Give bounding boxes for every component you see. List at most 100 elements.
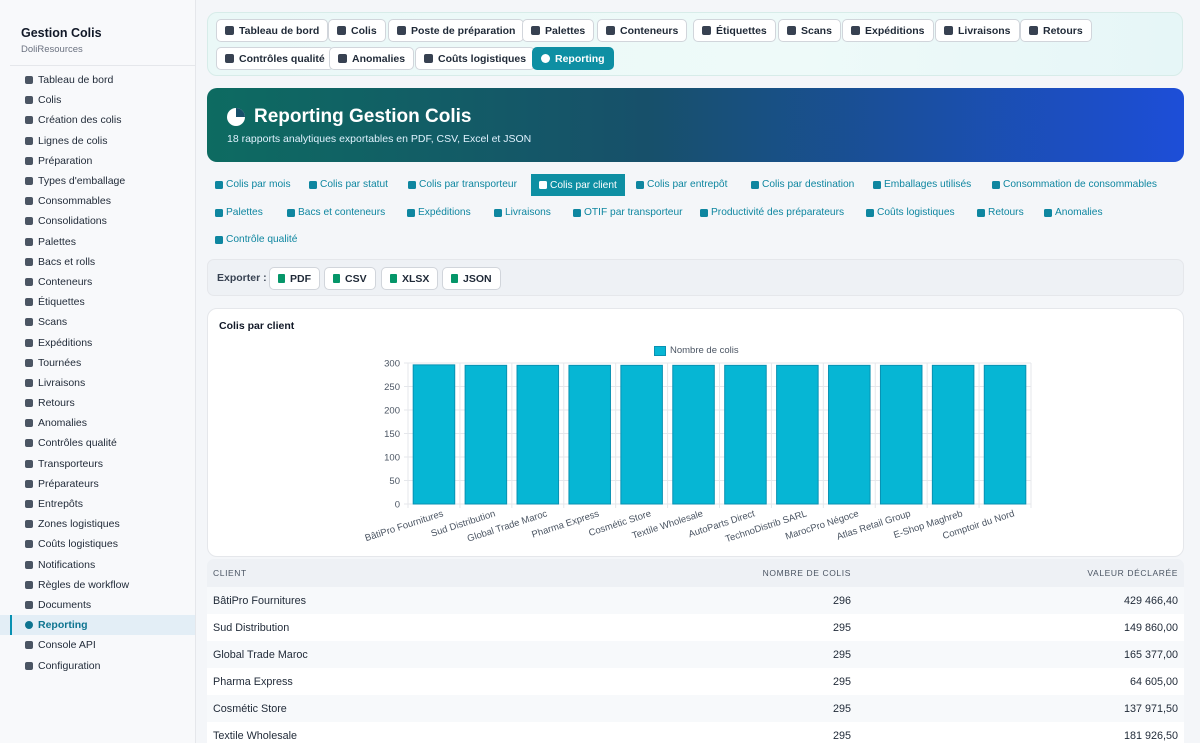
report-link-colis-par-mois[interactable]: Colis par mois xyxy=(215,179,291,190)
tab-expeditions[interactable]: Expéditions xyxy=(842,19,934,42)
sidebar-item-couts-logistiques[interactable]: Coûts logistiques xyxy=(0,534,195,554)
clipboard-check-icon xyxy=(24,439,33,448)
sidebar-item-label: Étiquettes xyxy=(38,296,85,309)
tab-colis[interactable]: Colis xyxy=(328,19,386,42)
report-link-palettes[interactable]: Palettes xyxy=(215,207,263,218)
table-row[interactable]: Global Trade Maroc 295 165 377,00 xyxy=(207,641,1184,668)
sidebar-item-notifications[interactable]: Notifications xyxy=(0,555,195,575)
truck-icon xyxy=(24,338,33,347)
tab-reporting[interactable]: Reporting xyxy=(532,47,614,70)
export-json-button[interactable]: JSON xyxy=(442,267,501,290)
sidebar-item-anomalies[interactable]: Anomalies xyxy=(0,413,195,433)
report-link-livraisons[interactable]: Livraisons xyxy=(494,207,551,218)
sidebar-item-tournees[interactable]: Tournées xyxy=(0,353,195,373)
sidebar-item-configuration[interactable]: Configuration xyxy=(0,655,195,675)
container-icon xyxy=(606,26,615,35)
report-link-emballages-utilises[interactable]: Emballages utilisés xyxy=(873,179,971,190)
sidebar-item-bacs-et-rolls[interactable]: Bacs et rolls xyxy=(0,252,195,272)
sidebar-item-preparateurs[interactable]: Préparateurs xyxy=(0,474,195,494)
sidebar-item-consommables[interactable]: Consommables xyxy=(0,191,195,211)
cubes-icon xyxy=(24,257,33,266)
tab-couts-logistiques[interactable]: Coûts logistiques xyxy=(415,47,536,70)
tab-label: Reporting xyxy=(555,52,605,65)
tab-palettes[interactable]: Palettes xyxy=(522,19,595,42)
tab-scans[interactable]: Scans xyxy=(778,19,841,42)
sidebar-item-label: Coûts logistiques xyxy=(38,538,118,551)
sidebar-item-etiquettes[interactable]: Étiquettes xyxy=(0,292,195,312)
table-row[interactable]: Textile Wholesale 295 181 926,50 xyxy=(207,722,1184,743)
boxes-icon xyxy=(873,180,881,189)
coins-icon xyxy=(424,54,433,63)
sidebar-item-transporteurs[interactable]: Transporteurs xyxy=(0,454,195,474)
sidebar-item-label: Expéditions xyxy=(38,336,93,349)
bar xyxy=(724,364,767,505)
sidebar-item-preparation[interactable]: Préparation xyxy=(0,151,195,171)
table-row[interactable]: BâtiPro Fournitures 296 429 466,40 xyxy=(207,587,1184,614)
bar xyxy=(672,364,715,505)
cell-client: BâtiPro Fournitures xyxy=(213,594,307,607)
sidebar-item-creation-des-colis[interactable]: Création des colis xyxy=(0,110,195,130)
tab-controles-qualite[interactable]: Contrôles qualité xyxy=(216,47,334,70)
sidebar-item-console-api[interactable]: Console API xyxy=(0,635,195,655)
column-header-value[interactable]: VALEUR DÉCLARÉE xyxy=(1087,568,1178,578)
report-link-colis-par-destination[interactable]: Colis par destination xyxy=(751,179,854,190)
report-link-retours[interactable]: Retours xyxy=(977,207,1024,218)
report-link-otif-par-transporteur[interactable]: OTIF par transporteur xyxy=(573,207,683,218)
tab-conteneurs[interactable]: Conteneurs xyxy=(597,19,688,42)
cell-value: 64 605,00 xyxy=(1129,675,1178,688)
column-header-client[interactable]: CLIENT xyxy=(213,568,247,578)
sidebar-item-palettes[interactable]: Palettes xyxy=(0,232,195,252)
tab-tableau-de-bord[interactable]: Tableau de bord xyxy=(216,19,329,42)
sidebar-item-tableau-de-bord[interactable]: Tableau de bord xyxy=(0,70,195,90)
sidebar-item-controles-qualite[interactable]: Contrôles qualité xyxy=(0,433,195,453)
report-link-bacs-et-conteneurs[interactable]: Bacs et conteneurs xyxy=(287,207,385,218)
sidebar-item-types-d-emballage[interactable]: Types d'emballage xyxy=(0,171,195,191)
table-row[interactable]: Pharma Express 295 64 605,00 xyxy=(207,668,1184,695)
sidebar-item-label: Consommables xyxy=(38,195,111,208)
table-row[interactable]: Cosmétic Store 295 137 971,50 xyxy=(207,695,1184,722)
y-tick-label: 100 xyxy=(384,453,400,464)
tab-poste-de-preparation[interactable]: Poste de préparation xyxy=(388,19,525,42)
export-csv-button[interactable]: CSV xyxy=(324,267,376,290)
report-link-expeditions[interactable]: Expéditions xyxy=(407,207,471,218)
report-link-anomalies[interactable]: Anomalies xyxy=(1044,207,1103,218)
sidebar-item-livraisons[interactable]: Livraisons xyxy=(0,373,195,393)
report-link-colis-par-entrepot[interactable]: Colis par entrepôt xyxy=(636,179,727,190)
tab-label: Coûts logistiques xyxy=(438,52,527,65)
report-link-productivite-des-preparateurs[interactable]: Productivité des préparateurs xyxy=(700,207,844,218)
report-link-colis-par-client[interactable]: Colis par client xyxy=(531,174,625,196)
column-header-count[interactable]: NOMBRE DE COLIS xyxy=(762,568,851,578)
report-link-controle-qualite[interactable]: Contrôle qualité xyxy=(215,234,297,245)
export-pdf-button[interactable]: PDF xyxy=(269,267,320,290)
table-row[interactable]: Sud Distribution 295 149 860,00 xyxy=(207,614,1184,641)
tab-retours[interactable]: Retours xyxy=(1020,19,1092,42)
tab-anomalies[interactable]: Anomalies xyxy=(329,47,415,70)
data-table: CLIENT NOMBRE DE COLIS VALEUR DÉCLARÉE B… xyxy=(207,559,1184,743)
sidebar-item-lignes-de-colis[interactable]: Lignes de colis xyxy=(0,131,195,151)
sidebar-item-documents[interactable]: Documents xyxy=(0,595,195,615)
sidebar-item-reporting[interactable]: Reporting xyxy=(0,615,195,636)
sidebar-item-scans[interactable]: Scans xyxy=(0,312,195,332)
sidebar-item-regles-de-workflow[interactable]: Règles de workflow xyxy=(0,575,195,595)
sidebar-item-retours[interactable]: Retours xyxy=(0,393,195,413)
sidebar-item-entrepots[interactable]: Entrepôts xyxy=(0,494,195,514)
export-button-label: JSON xyxy=(463,272,492,285)
tab-livraisons[interactable]: Livraisons xyxy=(935,19,1020,42)
sidebar-item-expeditions[interactable]: Expéditions xyxy=(0,332,195,352)
report-link-couts-logistiques[interactable]: Coûts logistiques xyxy=(866,207,955,218)
report-link-label: Consommation de consommables xyxy=(1003,179,1158,190)
export-xlsx-button[interactable]: XLSX xyxy=(381,267,439,290)
sidebar-item-zones-logistiques[interactable]: Zones logistiques xyxy=(0,514,195,534)
tab-etiquettes[interactable]: Étiquettes xyxy=(693,19,776,42)
sidebar-item-colis[interactable]: Colis xyxy=(0,90,195,110)
list-icon xyxy=(24,136,33,145)
chart-legend[interactable]: Nombre de colis xyxy=(654,345,739,356)
report-link-label: Expéditions xyxy=(418,207,471,218)
report-link-consommation-de-consommables[interactable]: Consommation de consommables xyxy=(992,179,1157,190)
report-link-colis-par-transporteur[interactable]: Colis par transporteur xyxy=(408,179,517,190)
sidebar-item-consolidations[interactable]: Consolidations xyxy=(0,211,195,231)
report-link-colis-par-statut[interactable]: Colis par statut xyxy=(309,179,388,190)
dashboard-icon xyxy=(225,26,234,35)
sidebar-item-conteneurs[interactable]: Conteneurs xyxy=(0,272,195,292)
sidebar-item-label: Création des colis xyxy=(38,114,122,127)
